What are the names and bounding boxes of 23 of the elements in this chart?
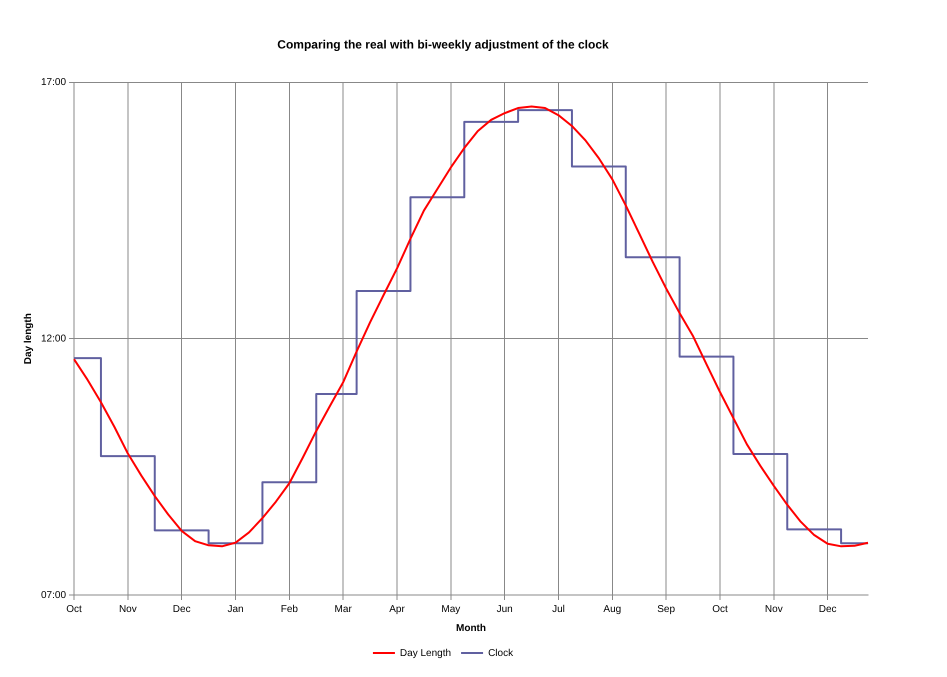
x-tick-label: Sep <box>657 604 676 615</box>
x-tick-label: Jan <box>227 604 244 615</box>
y-tick-label: 07:00 <box>40 590 66 601</box>
x-tick-label: Dec <box>818 604 837 615</box>
y-tick-label: 12:00 <box>40 333 66 344</box>
x-tick-label: Jun <box>496 604 513 615</box>
legend-label: Clock <box>488 648 514 659</box>
x-tick-label: Dec <box>172 604 191 615</box>
x-tick-label: Aug <box>603 604 622 615</box>
x-tick-label: Oct <box>66 604 82 615</box>
legend-label: Day Length <box>400 648 452 659</box>
x-tick-label: Mar <box>334 604 352 615</box>
chart-title: Comparing the real with bi-weekly adjustment of the clock <box>277 38 610 52</box>
x-tick-label: Nov <box>118 604 137 615</box>
y-axis-title: Day length <box>22 313 34 364</box>
x-axis-title: Month <box>456 622 486 634</box>
x-tick-label: Nov <box>764 604 783 615</box>
x-tick-label: Feb <box>280 604 298 615</box>
y-tick-label: 17:00 <box>40 77 66 88</box>
x-tick-label: Oct <box>712 604 728 615</box>
x-tick-label: Apr <box>389 604 406 615</box>
x-tick-label: May <box>441 604 460 615</box>
x-tick-label: Jul <box>552 604 565 615</box>
